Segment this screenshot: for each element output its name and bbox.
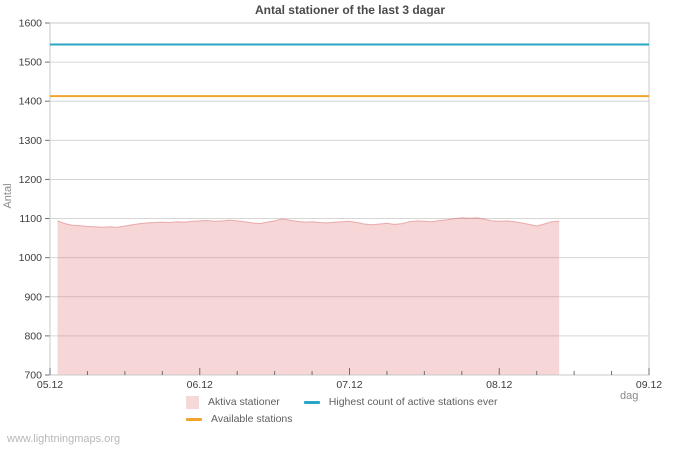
y-tick-label: 800	[24, 330, 42, 342]
active-stations-area	[57, 217, 560, 375]
x-tick-label: 09.12	[636, 379, 662, 391]
y-tick-label: 1400	[19, 96, 43, 108]
y-tick-label: 1300	[19, 135, 43, 147]
y-tick-label: 1200	[19, 174, 43, 186]
y-tick-label: 1000	[19, 252, 43, 264]
x-tick-label: 08.12	[486, 379, 512, 391]
available-stations-swatch-icon	[186, 417, 202, 421]
y-axis: 700 800 900 1000 1100 1200 1300 1400 1500 1600	[19, 18, 50, 382]
y-tick-label: 1600	[19, 18, 43, 30]
x-tick-label: 05.12	[37, 379, 63, 391]
y-axis-title: Antal	[2, 183, 14, 209]
legend-label-highest-count: Highest count of active stations ever	[328, 396, 498, 408]
x-tick-label: 07.12	[336, 379, 362, 391]
legend-item-active-stations[interactable]: Aktiva stationer	[186, 395, 280, 409]
legend-item-highest-count[interactable]: Highest count of active stations ever	[303, 396, 498, 408]
x-axis: 05.12 06.12 07.12 08.12 09.12	[37, 368, 662, 391]
legend-item-available-stations[interactable]: Available stations	[186, 413, 293, 425]
y-tick-label: 700	[24, 370, 42, 382]
active-stations-swatch-icon	[186, 395, 199, 409]
legend: Aktiva stationer Highest count of active…	[186, 395, 546, 429]
y-tick-label: 900	[24, 291, 42, 303]
highest-count-swatch-icon	[303, 400, 320, 404]
legend-label-available-stations: Available stations	[211, 413, 293, 425]
legend-label-active-stations: Aktiva stationer	[208, 396, 280, 408]
legend-row-2: Available stations	[186, 412, 546, 426]
x-axis-title: dag	[620, 390, 639, 402]
legend-row-1: Aktiva stationer Highest count of active…	[186, 395, 546, 409]
watermark-text: www.lightningmaps.org	[7, 433, 121, 445]
y-tick-label: 1500	[19, 57, 43, 69]
chart-title: Antal stationer of the last 3 dagar	[254, 3, 446, 17]
x-tick-label: 06.12	[187, 379, 213, 391]
y-tick-label: 1100	[19, 213, 42, 225]
